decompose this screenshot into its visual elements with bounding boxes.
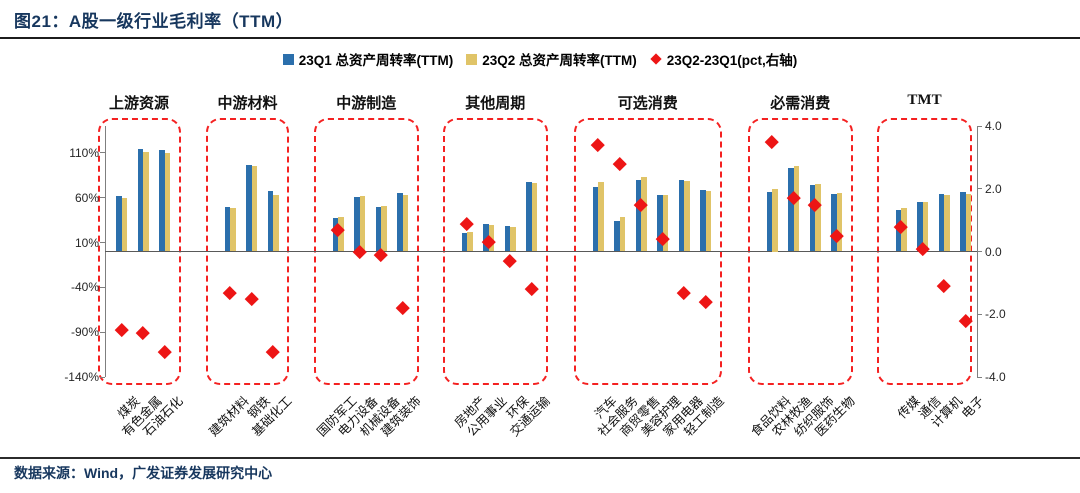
right-axis-tick-label: 2.0 (985, 181, 1002, 196)
q1-bar (592, 186, 598, 252)
q2-bar (965, 194, 971, 252)
q2-bar (143, 151, 149, 252)
right-axis-tick (977, 376, 982, 378)
q1-bar (960, 192, 966, 252)
q1-bar (614, 221, 620, 252)
q1-bar (246, 165, 252, 252)
q1-bar (354, 196, 360, 252)
square-marker-icon (466, 53, 478, 65)
q1-bar (678, 179, 684, 252)
figure-title: 图21：A股一级行业毛利率（TTM） (14, 12, 294, 31)
q1-bar (809, 185, 815, 252)
q1-bar (224, 206, 230, 252)
chart-legend: 23Q1 总资产周转率(TTM) 23Q2 总资产周转率(TTM) 23Q2-23Q… (0, 49, 1080, 69)
data-source-text: 数据来源：Wind，广发证券发展研究中心 (14, 465, 273, 481)
q1-bar (635, 179, 641, 252)
right-axis-tick-label: 4.0 (985, 119, 1002, 133)
group-title: 上游资源 (108, 96, 169, 112)
left-axis-tick-label: 60% (74, 190, 99, 205)
q2-bar (359, 195, 365, 252)
q2-bar (531, 183, 537, 252)
q2-bar (662, 195, 668, 252)
left-axis-tick-label: -140% (64, 370, 99, 384)
legend-item-0: 23Q1 总资产周转率(TTM) (282, 49, 454, 69)
q1-bar (461, 232, 467, 252)
group-title: TMT (907, 92, 942, 108)
q2-bar (273, 195, 279, 252)
q1-bar (267, 191, 273, 252)
q1-bar (159, 150, 165, 252)
q1-bar (116, 195, 122, 252)
right-axis-tick (977, 251, 982, 252)
industry-label: 建筑材料 (206, 393, 252, 440)
q1-bar (831, 194, 837, 252)
group-title: 必需消费 (770, 96, 831, 112)
q2-bar (705, 191, 711, 252)
group-title: 中游材料 (217, 96, 278, 112)
q2-bar (944, 195, 950, 252)
q1-bar (657, 195, 663, 252)
q1-bar (788, 168, 794, 252)
q2-bar (641, 177, 647, 252)
q2-bar (836, 193, 842, 252)
q2-bar (381, 205, 387, 252)
q1-bar (917, 202, 923, 252)
q1-bar (397, 193, 403, 252)
left-axis-tick (100, 197, 105, 199)
footer-divider (0, 457, 1080, 459)
q1-bar (766, 192, 772, 252)
q1-bar (526, 182, 532, 252)
left-axis-tick-label: 10% (74, 235, 99, 250)
q2-bar (510, 227, 516, 252)
right-axis-tick (977, 313, 982, 315)
q2-bar (338, 217, 344, 252)
title-divider (0, 37, 1080, 39)
q2-bar (598, 182, 604, 252)
right-axis-tick (977, 125, 982, 127)
q1-bar (938, 194, 944, 252)
left-axis-tick (100, 152, 105, 154)
right-axis-tick-label: -2.0 (985, 307, 1006, 322)
square-marker-icon (282, 53, 294, 65)
legend-label: 23Q2-23Q1(pct,右轴) (666, 53, 798, 68)
q2-bar (164, 152, 170, 252)
right-axis-tick-label: -4.0 (985, 370, 1006, 384)
legend-label: 23Q1 总资产周转率(TTM) (298, 53, 454, 68)
left-axis-tick (100, 376, 105, 378)
q2-bar (251, 166, 257, 252)
q2-bar (619, 217, 625, 252)
q2-bar (121, 197, 127, 252)
q2-bar (402, 195, 408, 252)
q2-bar (793, 166, 799, 252)
legend-item-1: 23Q2 总资产周转率(TTM) (466, 49, 637, 69)
q1-bar (504, 226, 510, 252)
q1-bar (700, 189, 706, 252)
left-axis-tick-label: -40% (70, 280, 99, 295)
q2-bar (922, 202, 928, 252)
legend-label: 23Q2 总资产周转率(TTM) (482, 53, 637, 68)
right-axis-tick-label: 0.0 (985, 244, 1002, 259)
q2-bar (467, 231, 473, 252)
q2-bar (815, 184, 821, 252)
legend-item-2: 23Q2-23Q1(pct,右轴) (650, 49, 798, 69)
group-title: 其他周期 (465, 96, 526, 112)
q2-bar (230, 207, 236, 252)
left-axis-tick (100, 286, 105, 288)
left-axis-tick-label: 110% (69, 145, 99, 160)
industry-label: 电子 (959, 393, 988, 422)
zero-axis-line (105, 250, 977, 253)
q1-bar (137, 149, 143, 252)
group-title: 中游制造 (336, 96, 397, 112)
q2-bar (772, 188, 778, 252)
left-axis-tick (100, 242, 105, 244)
right-axis-tick (977, 188, 982, 190)
left-axis-tick (100, 331, 105, 333)
q1-bar (375, 206, 381, 252)
q2-bar (684, 180, 690, 252)
group-title: 可选消费 (617, 96, 678, 112)
left-axis-tick-label: -90% (70, 325, 99, 340)
